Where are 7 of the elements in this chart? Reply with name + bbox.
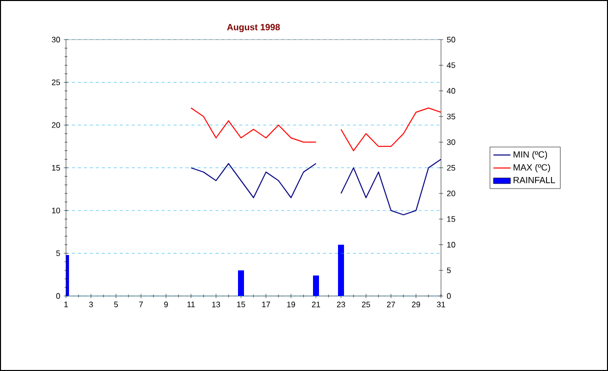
legend-label: MIN (ºC) — [514, 150, 548, 160]
legend-label: MAX (ºC) — [514, 164, 550, 172]
bar — [238, 270, 244, 296]
bar — [338, 244, 344, 296]
bar — [313, 275, 320, 296]
legend-label: RAINFALL — [514, 176, 556, 184]
chart-title: August 1998 — [227, 24, 280, 32]
